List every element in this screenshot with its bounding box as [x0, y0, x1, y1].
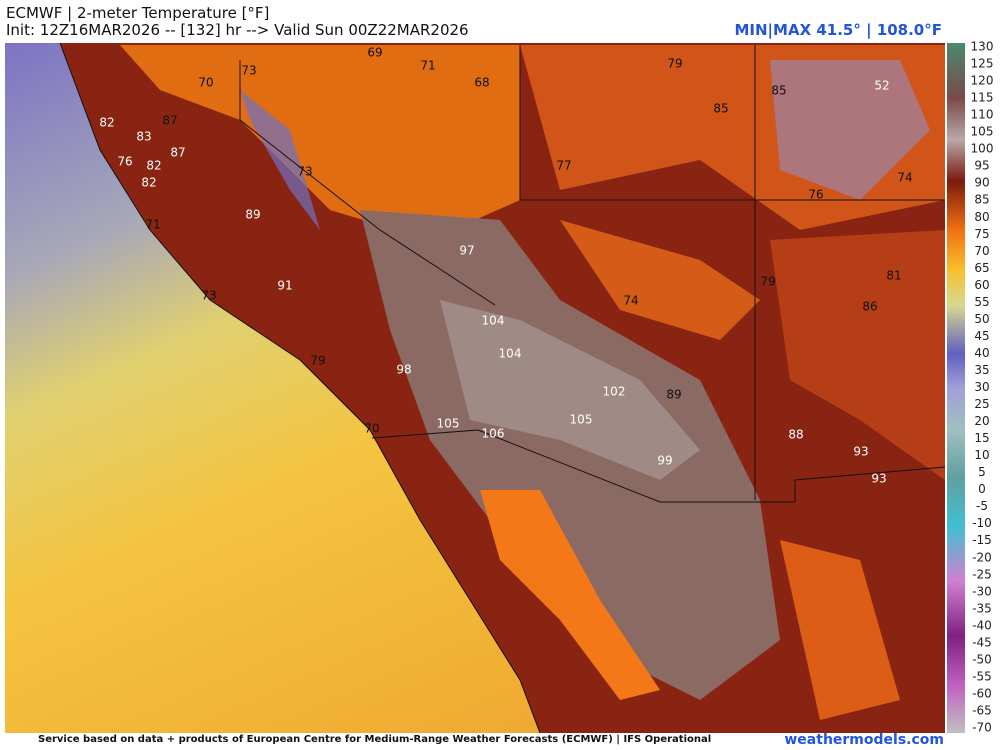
colorbar-label: 110: [971, 108, 994, 122]
colorbar-label: -35: [972, 601, 992, 615]
colorbar-label: 15: [974, 431, 989, 445]
temp-label: 82: [99, 116, 114, 130]
colorbar-label: -15: [972, 533, 992, 547]
colorbar-label: 5: [978, 465, 986, 479]
colorbar-label: 55: [974, 295, 989, 309]
title: ECMWF | 2-meter Temperature [°F]: [6, 4, 270, 22]
temp-label: 79: [310, 354, 325, 368]
colorbar-label: -50: [972, 652, 992, 666]
colorbar-label: 0: [978, 482, 986, 496]
temp-label: 73: [201, 289, 216, 303]
colorbar-label: 40: [974, 346, 989, 360]
colorbar-label: 20: [974, 414, 989, 428]
colorbar-label: 115: [971, 91, 994, 105]
temp-label: 99: [657, 454, 672, 468]
colorbar-label: 30: [974, 380, 989, 394]
temp-label: 69: [367, 46, 382, 60]
colorbar-label: -45: [972, 635, 992, 649]
website: weathermodels.com: [784, 732, 944, 748]
colorbar-label: -70: [972, 721, 992, 735]
temp-label: 89: [245, 208, 260, 222]
temp-label: 86: [862, 300, 877, 314]
temp-label: 89: [666, 388, 681, 402]
colorbar-label: -60: [972, 686, 992, 700]
temp-label: 105: [437, 417, 460, 431]
temp-label: 71: [420, 59, 435, 73]
temp-label: 85: [713, 102, 728, 116]
temp-label: 79: [667, 57, 682, 71]
colorbar-label: 125: [971, 57, 994, 71]
colorbar-label: 10: [974, 448, 989, 462]
colorbar-label: -40: [972, 618, 992, 632]
temp-label: 83: [136, 130, 151, 144]
colorbar-label: 35: [974, 363, 989, 377]
temp-label: 87: [170, 146, 185, 160]
temp-label: 93: [853, 445, 868, 459]
colorbar-label: -30: [972, 584, 992, 598]
temp-label: 73: [241, 64, 256, 78]
temp-label: 81: [886, 269, 901, 283]
temp-label: 106: [482, 427, 505, 441]
temp-label: 98: [396, 363, 411, 377]
colorbar-label: -55: [972, 669, 992, 683]
colorbar-label: 60: [974, 278, 989, 292]
colorbar-label: 25: [974, 397, 989, 411]
colorbar-label: 105: [971, 125, 994, 139]
colorbar-label: 45: [974, 329, 989, 343]
temp-label: 97: [459, 244, 474, 258]
colorbar-label: 130: [971, 40, 994, 54]
colorbar-label: -25: [972, 567, 992, 581]
temp-label: 82: [141, 176, 156, 190]
temp-label: 74: [897, 171, 912, 185]
temp-label: 70: [364, 422, 379, 436]
temp-label: 76: [808, 188, 823, 202]
colorbar-label: 90: [974, 176, 989, 190]
temp-label: 93: [871, 472, 886, 486]
colorbar: [947, 43, 965, 733]
credit: Service based on data + products of Euro…: [38, 734, 712, 745]
colorbar-label: 120: [971, 74, 994, 88]
temp-label: 77: [556, 159, 571, 173]
temp-label: 76: [117, 155, 132, 169]
temp-label: 104: [482, 314, 505, 328]
temp-label: 79: [760, 275, 775, 289]
init-time: Init: 12Z16MAR2026 -- [132] hr --> Valid…: [6, 21, 469, 39]
temp-label: 85: [771, 84, 786, 98]
temp-label: 102: [603, 385, 626, 399]
min-max: MIN|MAX 41.5° | 108.0°F: [734, 21, 943, 39]
colorbar-label: 65: [974, 261, 989, 275]
temp-label: 73: [297, 165, 312, 179]
colorbar-label: 80: [974, 210, 989, 224]
colorbar-label: -65: [972, 703, 992, 717]
temp-label: 82: [146, 159, 161, 173]
temp-label: 105: [570, 413, 593, 427]
colorbar-label: 95: [974, 159, 989, 173]
colorbar-label: -5: [976, 499, 988, 513]
colorbar-label: 70: [974, 244, 989, 258]
temp-label: 71: [145, 218, 160, 232]
colorbar-label: -20: [972, 550, 992, 564]
colorbar-label: 50: [974, 312, 989, 326]
temp-label: 91: [277, 279, 292, 293]
colorbar-label: 100: [971, 142, 994, 156]
map-background: [5, 42, 946, 734]
colorbar-label: 75: [974, 227, 989, 241]
temp-label: 88: [788, 428, 803, 442]
temp-label: 68: [474, 76, 489, 90]
temp-label: 87: [162, 114, 177, 128]
colorbar-label: -10: [972, 516, 992, 530]
temp-label: 104: [499, 347, 522, 361]
temp-label: 74: [623, 294, 638, 308]
temp-label: 52: [874, 79, 889, 93]
colorbar-label: 85: [974, 193, 989, 207]
temp-label: 70: [198, 76, 213, 90]
